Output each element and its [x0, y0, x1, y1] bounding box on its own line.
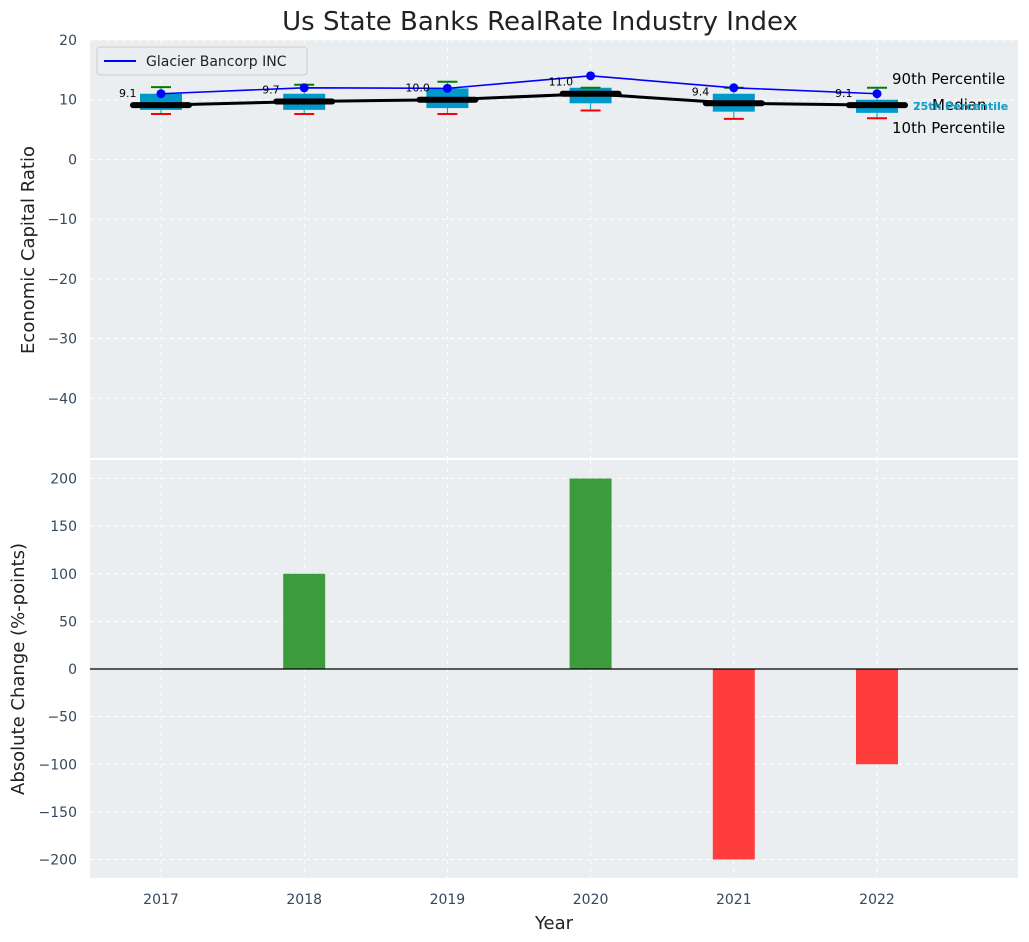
median-value-label: 11.0 [549, 76, 574, 89]
bottom-y-tick-label: 200 [50, 472, 77, 488]
change-bar [569, 478, 612, 669]
percentile-annotations: 90th Percentile Median 10th Percentile 25th… [892, 70, 1008, 137]
legend-box [96, 46, 308, 76]
x-axis-label: Year [534, 913, 574, 934]
company-point [586, 71, 596, 81]
bottom-y-tick-label: −150 [39, 805, 77, 821]
legend-label: Glacier Bancorp INC [146, 54, 287, 70]
annot-90th: 90th Percentile [892, 70, 1005, 88]
company-point [442, 83, 452, 93]
median-value-label: 9.7 [262, 84, 280, 97]
median-line [160, 92, 878, 107]
top-y-tick-label: 20 [59, 33, 77, 49]
x-tick-label: 2018 [286, 892, 322, 908]
company-point [156, 89, 166, 99]
bottom-y-tick-label: −200 [39, 853, 77, 869]
change-bar [856, 669, 898, 765]
company-point [729, 83, 739, 93]
annot-25th: 25th Percentile [913, 100, 1008, 113]
bottom-y-axis-label: Absolute Change (%-points) [8, 543, 29, 795]
median-value-label: 9.4 [692, 85, 710, 98]
top-y-ticks: 20 10 0 −10 −20 −30 −40 [47, 33, 77, 407]
x-tick-label: 2017 [143, 892, 179, 908]
median-value-label: 9.1 [119, 87, 137, 100]
change-bars [283, 478, 898, 860]
change-bar [283, 573, 326, 669]
bottom-y-tick-label: 100 [50, 567, 77, 583]
company-point [299, 83, 309, 93]
top-y-tick-label: −30 [47, 332, 77, 348]
top-y-tick-label: −10 [47, 212, 77, 228]
bottom-y-tick-label: −100 [39, 757, 77, 773]
bottom-y-tick-label: 150 [50, 519, 77, 535]
bottom-y-tick-label: 0 [68, 662, 77, 678]
company-line [160, 75, 878, 95]
x-tick-label: 2020 [573, 892, 609, 908]
x-tick-label: 2021 [716, 892, 752, 908]
chart-title: Us State Banks RealRate Industry Index [282, 7, 798, 37]
top-grid [90, 39, 1018, 458]
top-y-tick-label: 10 [59, 93, 77, 109]
bottom-y-ticks: 200 150 100 50 0 −50 −100 −150 −200 [39, 472, 77, 869]
x-ticks: 2017 2018 2019 2020 2021 2022 [143, 892, 895, 908]
x-tick-label: 2022 [859, 892, 895, 908]
legend: Glacier Bancorp INC [96, 46, 308, 76]
median-labels: 9.1 9.7 10.0 11.0 9.4 9.1 [119, 76, 853, 100]
series-lines [156, 71, 882, 107]
company-point [872, 89, 882, 99]
top-y-axis-label: Economic Capital Ratio [18, 146, 39, 354]
annot-10th: 10th Percentile [892, 119, 1005, 137]
top-y-tick-label: −40 [47, 391, 77, 407]
annot-median: Median [932, 96, 987, 114]
top-y-tick-label: −20 [47, 272, 77, 288]
x-tick-label: 2019 [430, 892, 466, 908]
median-value-label: 9.1 [835, 87, 853, 100]
bottom-y-tick-label: 50 [59, 614, 77, 630]
change-bar [712, 669, 755, 860]
top-y-tick-label: 0 [68, 152, 77, 168]
median-value-label: 10.0 [405, 82, 430, 95]
annot-75th: 75th Percentile [913, 100, 1008, 113]
bottom-y-tick-label: −50 [47, 710, 77, 726]
